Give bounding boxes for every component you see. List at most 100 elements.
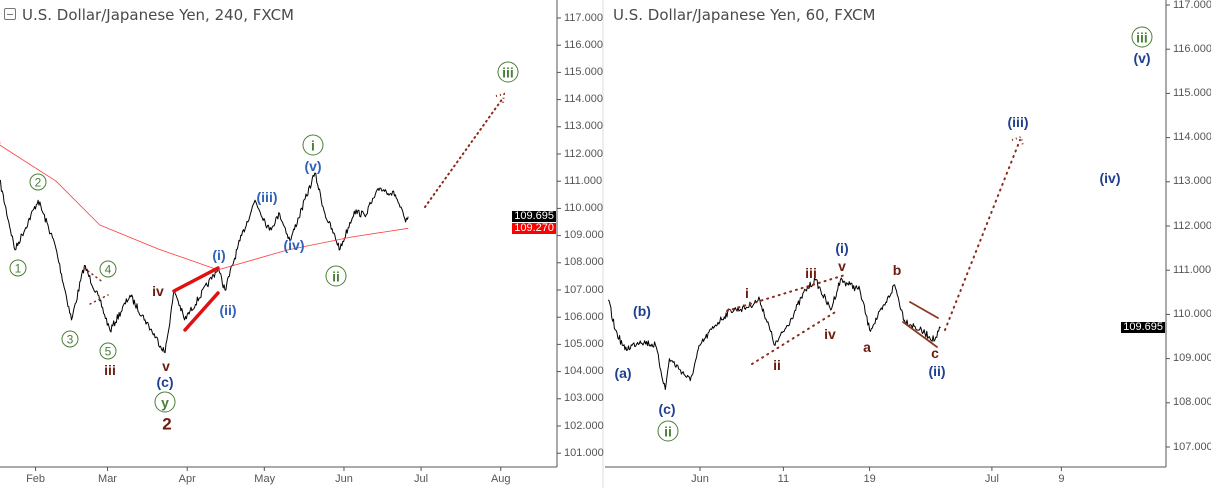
y-tick-label: 110.000 <box>1173 307 1211 320</box>
last-price-label: 109.695 <box>512 210 556 223</box>
x-tick-label: Aug <box>490 473 511 485</box>
collapse-icon[interactable] <box>4 8 16 20</box>
wave-label: 4 <box>99 260 117 278</box>
y-tick-label: 108.000 <box>564 256 604 269</box>
x-tick-label: Feb <box>26 473 46 485</box>
moving-average-line <box>0 142 409 271</box>
x-tick-label: Jul <box>414 473 429 485</box>
trendline <box>183 291 220 332</box>
wave-label: 3 <box>61 330 79 348</box>
x-tick-label: Jul <box>984 473 999 485</box>
y-tick-label: 112.000 <box>564 147 603 160</box>
y-tick-label: 109.000 <box>564 229 604 242</box>
price-line <box>0 172 409 354</box>
y-tick-label: 105.000 <box>564 337 604 350</box>
projection-arrow <box>944 139 1021 331</box>
wave-label: iii <box>497 61 519 83</box>
y-tick-label: 101.000 <box>564 446 604 459</box>
y-tick-label: 116.000 <box>1173 42 1211 55</box>
y-tick-label: 108.000 <box>1173 396 1211 409</box>
y-tick-label: 102.000 <box>564 419 604 432</box>
wave-label: v <box>162 358 170 374</box>
wave-label: (iii) <box>1007 114 1029 130</box>
wave-label: 2 <box>29 173 47 191</box>
y-tick-label: 117.000 <box>564 11 603 24</box>
y-tick-label: 109.000 <box>1173 352 1211 365</box>
trendline <box>83 267 105 284</box>
wave-label: (i) <box>212 247 226 263</box>
wave-label: 2 <box>162 414 172 434</box>
wave-label: (ii) <box>219 302 237 318</box>
y-tick-label: 111.000 <box>1173 263 1211 276</box>
trendline <box>89 294 109 305</box>
x-tick-label: Mar <box>98 473 117 485</box>
right-chart-title: U.S. Dollar/Japanese Yen, 60, FXCM <box>613 6 875 24</box>
wave-label: ii <box>325 265 347 287</box>
trendline <box>751 310 838 365</box>
y-tick-label: 104.000 <box>564 365 604 378</box>
wave-label: iv <box>824 326 836 342</box>
wave-label: (v) <box>1133 50 1151 66</box>
wave-label: y <box>154 391 176 413</box>
x-tick-label: Jun <box>335 473 353 485</box>
wave-label: (c) <box>156 374 174 390</box>
wave-label: c <box>931 345 939 361</box>
wave-label: (ii) <box>928 363 946 379</box>
wave-label: (iii) <box>256 189 278 205</box>
x-tick-label: Jun <box>691 473 709 485</box>
wave-label: i <box>302 134 324 156</box>
y-tick-label: 115.000 <box>1173 86 1211 99</box>
y-tick-label: 103.000 <box>564 392 604 405</box>
wave-label: (b) <box>633 303 651 319</box>
y-tick-label: 115.000 <box>564 65 603 78</box>
channel-line <box>902 321 938 348</box>
last-price-label: 109.695 <box>1121 321 1165 334</box>
last-price-label: 109.270 <box>512 222 556 235</box>
wave-label: b <box>892 262 902 278</box>
y-tick-label: 112.000 <box>1173 219 1211 232</box>
wave-label: 1 <box>9 259 27 277</box>
y-tick-label: 114.000 <box>564 93 603 106</box>
x-tick-label: 19 <box>863 473 876 485</box>
y-tick-label: 116.000 <box>564 38 603 51</box>
channel-line <box>909 301 939 319</box>
right-title-text: U.S. Dollar/Japanese Yen, 60, FXCM <box>613 6 876 24</box>
y-tick-label: 106.000 <box>564 310 604 323</box>
y-tick-label: 117.000 <box>1173 0 1211 11</box>
trendline <box>172 266 220 293</box>
arrow-head-icon <box>495 92 506 104</box>
projection-arrow <box>424 97 504 208</box>
wave-label: iii <box>1131 26 1153 48</box>
wave-label: (i) <box>835 240 849 256</box>
y-tick-label: 107.000 <box>564 283 604 296</box>
left-title-text: U.S. Dollar/Japanese Yen, 240, FXCM <box>22 6 294 24</box>
wave-label: v <box>838 258 846 274</box>
wave-label: ii <box>773 357 781 373</box>
wave-label: 5 <box>99 342 117 360</box>
wave-label: (a) <box>614 365 632 381</box>
wave-label: (iv) <box>283 237 305 253</box>
wave-label: iv <box>152 283 164 299</box>
wave-label: iii <box>104 362 116 378</box>
left-chart-title: U.S. Dollar/Japanese Yen, 240, FXCM <box>4 6 294 24</box>
y-tick-label: 111.000 <box>564 174 603 187</box>
x-tick-label: May <box>254 473 276 485</box>
wave-label: iii <box>805 265 817 281</box>
y-tick-label: 113.000 <box>564 120 603 133</box>
wave-label: (v) <box>304 158 322 174</box>
wave-label: (c) <box>658 401 676 417</box>
y-tick-label: 107.000 <box>1173 440 1211 453</box>
price-line <box>607 277 941 390</box>
wave-label: (iv) <box>1099 170 1121 186</box>
y-tick-label: 114.000 <box>1173 131 1211 144</box>
wave-label: i <box>745 285 749 301</box>
wave-label: ii <box>657 420 679 442</box>
x-tick-label: 11 <box>777 473 790 485</box>
y-tick-label: 113.000 <box>1173 175 1211 188</box>
trendline <box>726 274 846 312</box>
y-tick-label: 110.000 <box>564 201 603 214</box>
wave-label: a <box>863 339 871 355</box>
x-tick-label: Apr <box>178 473 196 485</box>
